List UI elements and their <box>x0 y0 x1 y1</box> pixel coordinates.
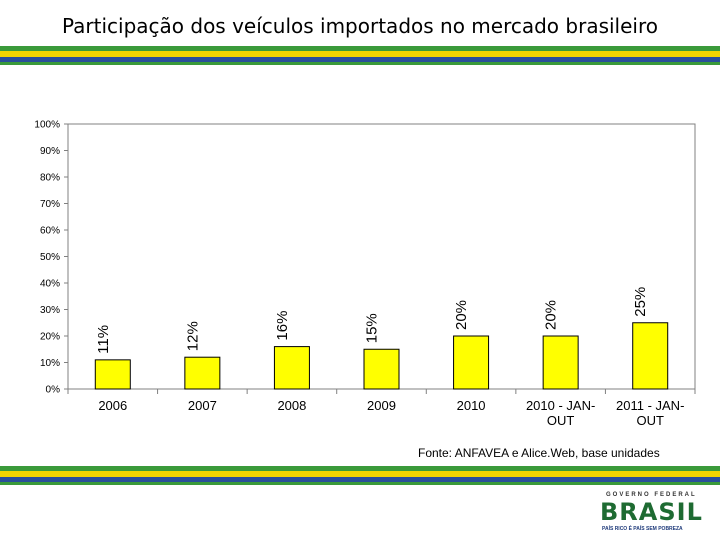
data-label: 16% <box>274 311 291 341</box>
y-tick-label: 90% <box>40 146 60 157</box>
y-tick-label: 40% <box>40 279 60 290</box>
logo-top-text: GOVERNO FEDERAL <box>606 492 697 498</box>
top-stripe-green-2 <box>0 62 720 65</box>
x-tick-label: 2006 <box>98 398 127 413</box>
x-tick-label: 2011 - JAN- <box>616 398 684 413</box>
y-tick-label: 50% <box>40 252 60 263</box>
data-label: 12% <box>184 321 201 351</box>
y-tick-label: 100% <box>34 120 60 131</box>
bottom-stripe-green-2 <box>0 482 720 485</box>
x-tick-label: 2007 <box>188 398 217 413</box>
bottom-stripe-green <box>0 466 720 471</box>
data-label: 25% <box>632 287 649 317</box>
top-stripe-yellow <box>0 51 720 57</box>
y-tick-label: 30% <box>40 305 60 316</box>
top-stripe-blue <box>0 57 720 62</box>
logo-main-text: BRASIL <box>600 498 703 526</box>
y-tick-label: 20% <box>40 332 60 343</box>
bar <box>363 348 400 390</box>
source-note: Fonte: ANFAVEA e Alice.Web, base unidade… <box>418 446 660 460</box>
y-tick-label: 0% <box>46 385 61 396</box>
x-tick-label: 2010 - JAN- <box>526 398 595 413</box>
governo-federal-logo: GOVERNO FEDERAL BRASIL PAÍS RICO É PAÍS … <box>598 492 702 532</box>
bar <box>632 322 669 390</box>
bottom-stripe-blue <box>0 477 720 482</box>
bottom-stripe-yellow <box>0 471 720 477</box>
y-tick-label: 10% <box>40 358 60 369</box>
bar <box>94 359 131 390</box>
bar <box>184 356 221 390</box>
x-tick-label: 2008 <box>277 398 306 413</box>
data-label: 15% <box>364 313 381 343</box>
x-tick-label: 2010 <box>457 398 486 413</box>
bar <box>542 335 579 390</box>
top-stripe-green <box>0 46 720 51</box>
y-tick-label: 70% <box>40 199 60 210</box>
x-tick-label: 2009 <box>367 398 396 413</box>
data-label: 20% <box>453 300 470 330</box>
x-tick-label: OUT <box>636 413 664 428</box>
data-label: 20% <box>543 300 560 330</box>
logo-slogan: PAÍS RICO É PAÍS SEM POBREZA <box>602 526 683 532</box>
x-tick-label: OUT <box>547 413 575 428</box>
bar <box>453 335 490 390</box>
y-tick-label: 80% <box>40 173 60 184</box>
bar <box>273 346 310 390</box>
y-tick-label: 60% <box>40 226 60 237</box>
slide-title: Participação dos veículos importados no … <box>61 14 658 38</box>
data-label: 11% <box>95 325 112 354</box>
